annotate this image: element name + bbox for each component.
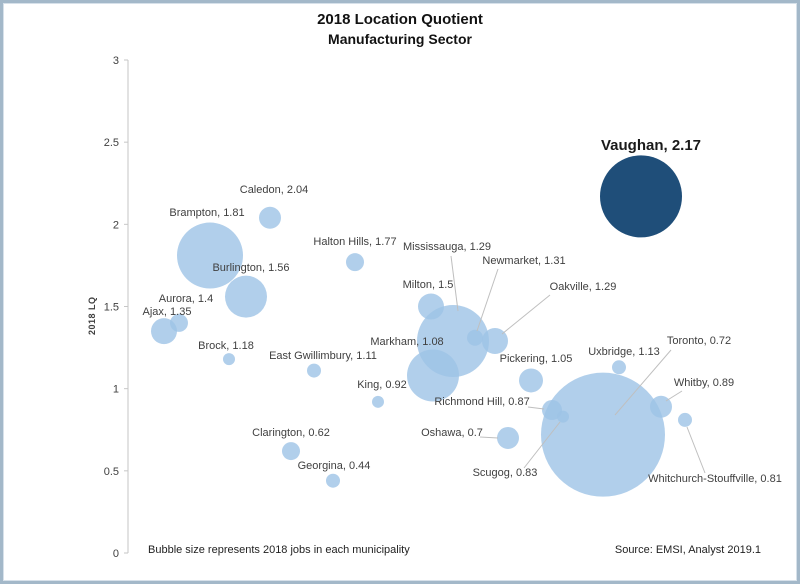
bubble-scugog [557,410,569,423]
leader-line-whitchurch-stouffville [686,426,706,474]
bubble-label-vaughan: Vaughan, 2.17 [601,137,701,154]
bubble-label-whitchurch-stouffville: Whitchurch-Stouffville, 0.81 [648,473,782,485]
bubble-newmarket [467,329,483,346]
bubble-label-georgina: Georgina, 0.44 [298,460,371,472]
bubble-size-note: Bubble size represents 2018 jobs in each… [148,544,410,556]
leader-line-whitby [665,390,683,402]
bubble-label-burlington: Burlington, 1.56 [212,262,289,274]
y-tick-label: 1.5 [104,302,119,314]
bubble-brock [223,353,235,366]
leader-line-richmond-hill [527,406,545,410]
bubble-label-mississauga: Mississauga, 1.29 [403,241,491,253]
bubble-label-east-gwillimbury: East Gwillimbury, 1.11 [269,350,377,362]
bubble-milton [418,293,444,320]
bubble-brampton [177,222,243,289]
bubble-label-scugog: Scugog, 0.83 [473,467,538,479]
y-tick-label: 3 [113,55,119,67]
bubble-uxbridge [612,360,626,375]
bubble-pickering [519,368,543,393]
bubble-label-caledon: Caledon, 2.04 [240,184,309,196]
bubble-plot: 0 0.5 1 1.5 2 2.5 3 Vaughan, 2.17 Caledon, 2.04 B… [104,55,782,560]
leader-line-scugog [523,421,561,469]
y-tick-label: 1 [113,384,119,396]
bubble-label-milton: Milton, 1.5 [403,279,454,291]
bubble-toronto [541,372,665,497]
bubble-halton-hills [346,253,364,272]
y-tick-label: 2 [113,219,119,231]
leader-line-mississauga [450,255,459,312]
bubble-oshawa [497,426,519,449]
chart-subtitle: Manufacturing Sector [328,31,472,47]
leader-line-toronto [614,349,672,416]
bubble-east-gwillimbury [307,363,321,378]
bubble-burlington [225,275,267,318]
y-tick-label: 2.5 [104,137,119,149]
bubble-label-pickering: Pickering, 1.05 [500,353,573,365]
bubble-label-brock: Brock, 1.18 [198,340,254,352]
bubble-aurora [170,313,188,332]
bubble-label-aurora: Aurora, 1.4 [159,293,213,305]
source-note: Source: EMSI, Analyst 2019.1 [614,544,761,556]
bubble-king [372,395,384,408]
leader-line-newmarket [476,268,499,332]
bubble-label-brampton: Brampton, 1.81 [169,207,244,219]
bubble-label-clarington: Clarington, 0.62 [252,427,330,439]
bubble-label-ajax: Ajax, 1.35 [143,306,192,318]
bubble-label-toronto: Toronto, 0.72 [667,335,731,347]
bubble-richmond-hill [542,400,562,421]
bubble-label-richmond-hill: Richmond Hill, 0.87 [434,396,529,408]
bubble-label-markham: Markham, 1.08 [370,336,443,348]
bubble-whitchurch-stouffville [678,412,692,427]
bubble-label-newmarket: Newmarket, 1.31 [482,255,565,267]
y-tick-label: 0.5 [104,466,119,478]
bubble-label-king: King, 0.92 [357,379,407,391]
bubble-markham [407,349,459,402]
bubble-label-oshawa: Oshawa, 0.7 [421,427,483,439]
bubble-label-oakville: Oakville, 1.29 [550,281,617,293]
bubble-caledon [259,206,281,229]
leader-line-oakville [501,294,551,335]
bubble-label-whitby: Whitby, 0.89 [674,377,734,389]
bubble-georgina [326,473,340,488]
chart-title: 2018 Location Quotient [317,11,483,28]
bubble-label-halton-hills: Halton Hills, 1.77 [313,236,396,248]
leader-line-oshawa [479,436,499,439]
bubble-label-uxbridge: Uxbridge, 1.13 [588,346,660,358]
bubble-oakville [482,328,508,355]
bubble-vaughan [600,155,682,238]
bubble-clarington [282,442,300,461]
y-tick-label: 0 [113,548,119,560]
